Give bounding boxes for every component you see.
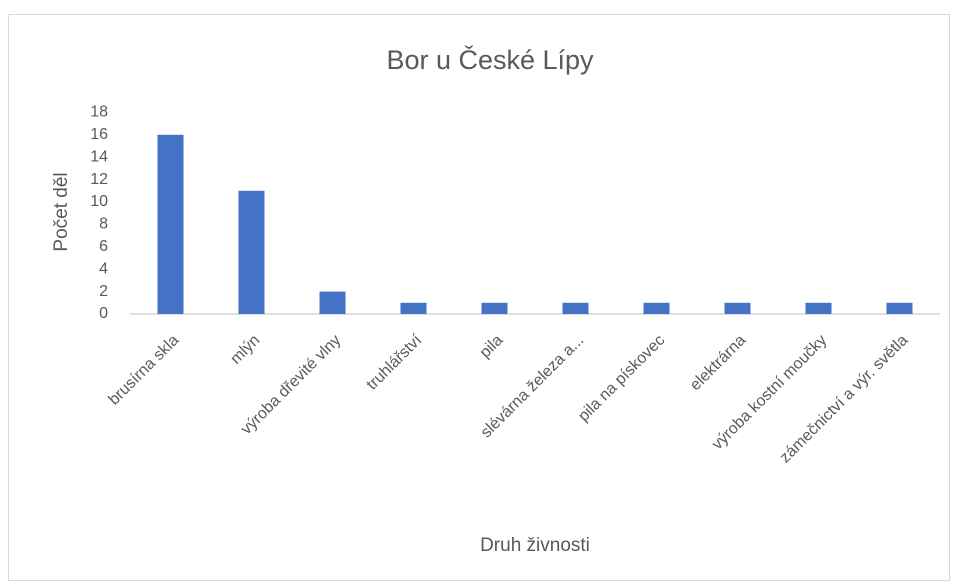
y-tick-label: 16 (90, 126, 108, 143)
bar (481, 302, 508, 314)
y-tick-label: 12 (90, 171, 108, 188)
chart-frame (8, 14, 950, 581)
bar (562, 302, 589, 314)
y-tick-label: 8 (99, 216, 108, 233)
bar (724, 302, 751, 314)
bar (238, 190, 265, 314)
y-tick-label: 18 (90, 104, 108, 121)
y-tick-label: 4 (99, 260, 108, 277)
x-axis-label: Druh živnosti (480, 535, 590, 556)
y-tick-label: 10 (90, 193, 108, 210)
bar (886, 302, 913, 314)
bar (319, 291, 346, 314)
chart-title: Bor u České Lípy (386, 44, 594, 75)
y-tick-label: 2 (99, 283, 108, 300)
y-axis-label: Počet děl (51, 172, 72, 251)
bar (400, 302, 427, 314)
y-tick-label: 6 (99, 238, 108, 255)
bar (643, 302, 670, 314)
bar (157, 134, 184, 314)
bar (805, 302, 832, 314)
y-tick-label: 0 (99, 305, 108, 322)
y-tick-label: 14 (90, 148, 108, 165)
